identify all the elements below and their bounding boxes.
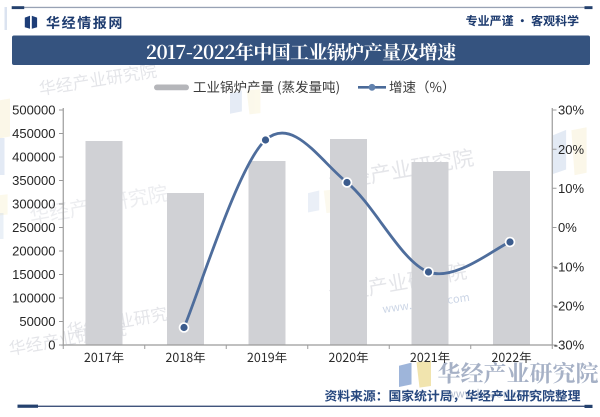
svg-text:350000: 350000 [12,173,55,188]
svg-text:-20%: -20% [554,298,585,313]
svg-text:10%: 10% [558,181,584,196]
svg-text:-30%: -30% [554,338,585,353]
svg-text:300000: 300000 [12,197,55,212]
svg-text:150000: 150000 [12,267,55,282]
svg-text:20%: 20% [558,142,584,157]
svg-text:500000: 500000 [12,103,55,118]
svg-text:100000: 100000 [12,291,55,306]
svg-text:200000: 200000 [12,244,55,259]
svg-text:-10%: -10% [554,259,585,274]
svg-text:250000: 250000 [12,220,55,235]
svg-text:450000: 450000 [12,126,55,141]
svg-text:0: 0 [48,338,55,353]
svg-text:30%: 30% [558,103,584,118]
svg-text:400000: 400000 [12,150,55,165]
svg-text:50000: 50000 [19,314,55,329]
svg-text:0%: 0% [558,220,577,235]
